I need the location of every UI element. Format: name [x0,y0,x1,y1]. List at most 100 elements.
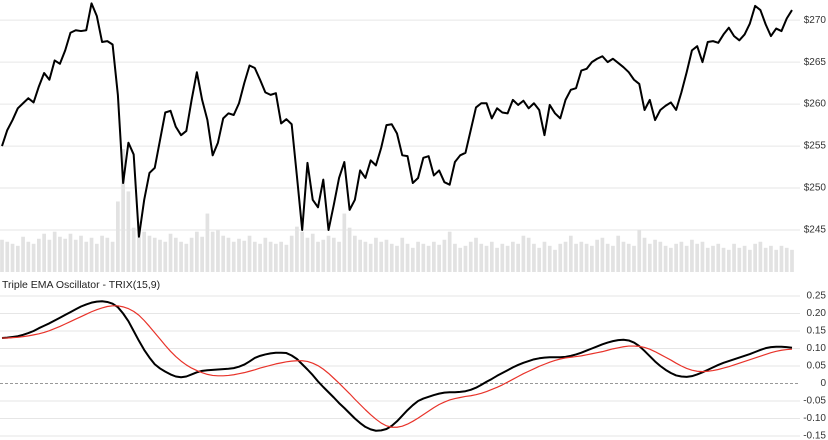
volume-bar [526,237,531,272]
volume-bar [100,235,104,272]
volume-bar [395,245,399,272]
volume-bar [500,243,505,272]
y-tick-label: $245 [804,225,827,236]
volume-bar [405,243,410,272]
volume-bar [695,243,700,272]
volume-bar [495,247,499,272]
volume-bar [331,237,336,272]
volume-bar [316,241,320,272]
volume-bar [779,245,784,272]
volume-bar [511,241,515,272]
volume-bar [26,241,31,272]
volume-bar [289,235,294,272]
volume-bar [342,213,347,272]
volume-bar [489,241,494,272]
volume-bar [21,236,25,272]
line [1,2,793,238]
volume-bar [173,237,178,272]
volume-bar [231,241,236,272]
volume-bar [347,227,352,272]
y-tick-label: 0.05 [807,361,827,372]
volume-bar [263,237,268,272]
volume-bar [152,237,157,272]
volume-bar [521,235,526,272]
volume-bar [179,241,183,272]
volume-bar [326,235,331,272]
volume-bar [168,233,173,272]
volume-bar [31,243,36,272]
volume-bar [310,233,315,272]
volume-bar [758,241,763,272]
volume-bar [474,237,478,272]
volume-bar [484,245,489,272]
volume-bar [584,243,589,272]
volume-bar [532,243,536,272]
volume-bar [442,239,447,272]
y-tick-label: -0.10 [803,413,826,424]
volume-bar [142,231,147,272]
volume-bar [647,243,652,272]
volume-bar [37,238,41,272]
volume-bar [84,241,89,272]
volume-bar [658,241,663,272]
volume-bar [574,243,578,272]
y-tick-label: $260 [804,99,827,110]
volume-bar [358,239,362,272]
volume-bar [679,241,684,272]
volume-bar [247,235,252,272]
volume-bar [563,241,568,272]
volume-bar [305,237,310,272]
volume-bar [568,235,573,272]
volume-bar [221,235,226,272]
volume-bar [121,149,125,272]
volume-bar [737,247,742,272]
volume-bar [274,243,278,272]
volume-bar [774,249,779,272]
y-tick-label: -0.15 [803,431,826,440]
volume-bar [63,238,68,272]
volume-bar [200,236,204,272]
volume-bar [605,243,610,272]
y-tick-label: 0.20 [807,308,827,319]
volume-bar [5,241,10,272]
grid [0,295,800,437]
volume-bar [790,249,794,272]
volume-bar [458,247,463,272]
volume-bar [684,245,689,272]
volume-bar [505,245,510,272]
y-tick-label: 0.15 [807,326,827,337]
volume-bar [700,241,705,272]
volume-bar [300,231,305,272]
volume-bar [742,245,747,272]
volume-bar [637,229,642,272]
volume-bar [626,243,631,272]
volume-bar [600,237,605,272]
volume-bar [368,243,373,272]
volume-bar [163,241,168,272]
volume-bar [621,241,626,272]
volume-bar [58,236,62,272]
volume-bar [663,245,668,272]
volume-bar [669,247,673,272]
volume-bar [10,243,15,272]
volume-bar [769,245,773,272]
volume-bar [616,235,621,272]
volume-bar [763,247,768,272]
volume-bar [595,239,599,272]
volume-bar [632,245,636,272]
volume-bar [379,241,384,272]
volume-bar [363,241,368,272]
volume-bar [784,247,789,272]
volume-bar [537,247,542,272]
volume-bar [131,227,136,272]
volume-bar [437,244,441,272]
volume-bar [15,245,20,272]
y-tick-label: 0.25 [807,291,827,302]
volume-bar [463,245,468,272]
volume-bar [690,239,694,272]
volume-bar [400,237,405,272]
y-tick-label: $265 [804,57,827,68]
volume-bar [642,237,647,272]
